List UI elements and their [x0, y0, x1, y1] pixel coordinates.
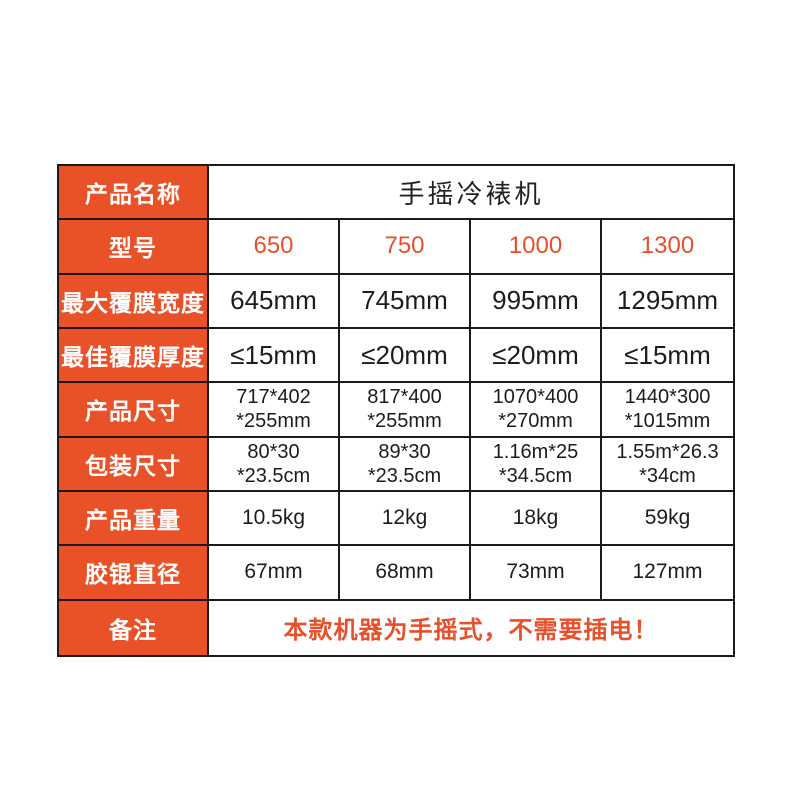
cell-product-size-1: 717*402 *255mm [209, 383, 340, 438]
cell-max-width-2: 745mm [340, 274, 471, 329]
cell-model-3: 1000 [471, 220, 602, 275]
product-size-4-line2: *1015mm [624, 410, 711, 433]
cell-max-width-3: 995mm [471, 274, 602, 329]
cell-model-2: 750 [340, 220, 471, 275]
cell-product-size-3: 1070*400 *270mm [471, 383, 602, 438]
package-size-1-line1: 80*30 [247, 440, 300, 463]
cell-roller-diameter-1: 67mm [209, 546, 340, 601]
cell-roller-diameter-2: 68mm [340, 546, 471, 601]
cell-package-size-4: 1.55m*26.3 *34cm [602, 438, 733, 492]
product-size-1-line2: *255mm [236, 410, 311, 433]
cell-weight-1: 10.5kg [209, 491, 340, 547]
cell-best-thickness-1: ≤15mm [209, 328, 340, 384]
package-size-3-line1: 1.16m*25 [492, 440, 579, 463]
product-size-4-line1: 1440*300 [624, 386, 711, 409]
package-size-2-line1: 89*30 [378, 440, 431, 463]
product-size-1-line1: 717*402 [236, 386, 311, 409]
product-spec-table: 产品名称 手摇冷裱机 型号 650 750 1000 1300 最大覆膜宽度 6… [57, 164, 735, 657]
product-size-3-line1: 1070*400 [492, 386, 579, 409]
cell-best-thickness-4: ≤15mm [602, 329, 733, 384]
cell-remark: 本款机器为手摇式，不需要插电！ [283, 617, 659, 645]
product-size-2-line2: *255mm [367, 410, 442, 433]
cell-product-size-4: 1440*300 *1015mm [602, 383, 733, 438]
cell-best-thickness-2: ≤20mm [340, 328, 471, 384]
package-size-2-line2: *23.5cm [367, 464, 442, 487]
row-label-model: 型号 [59, 220, 209, 275]
cell-weight-4: 59kg [602, 492, 733, 547]
row-label-remark: 备注 [59, 600, 209, 655]
cell-max-width-4: 1295mm [602, 275, 733, 329]
cell-product-size-2: 817*400 *255mm [340, 383, 471, 438]
product-size-3-line2: *270mm [498, 410, 573, 433]
cell-model-4: 1300 [602, 220, 733, 275]
cell-weight-2: 12kg [340, 491, 471, 547]
row-label-best-thickness: 最佳覆膜厚度 [59, 328, 209, 384]
row-label-roller-diameter: 胶锟直径 [59, 546, 209, 601]
package-size-3-line2: *34.5cm [498, 464, 573, 487]
cell-package-size-2: 89*30 *23.5cm [340, 437, 471, 492]
row-label-package-size: 包装尺寸 [59, 437, 209, 492]
cell-weight-3: 18kg [471, 491, 602, 547]
row-label-product-size: 产品尺寸 [59, 383, 209, 438]
cell-product-name: 手摇冷裱机 [209, 166, 733, 221]
cell-model-1: 650 [209, 220, 340, 275]
package-size-4-line1: 1.55m*26.3 [616, 440, 719, 463]
row-label-max-width: 最大覆膜宽度 [59, 274, 209, 329]
row-label-weight: 产品重量 [59, 491, 209, 547]
cell-package-size-3: 1.16m*25 *34.5cm [471, 437, 602, 492]
cell-roller-diameter-3: 73mm [471, 546, 602, 601]
cell-roller-diameter-4: 127mm [602, 546, 733, 601]
cell-best-thickness-3: ≤20mm [471, 328, 602, 384]
cell-package-size-1: 80*30 *23.5cm [209, 437, 340, 492]
cell-max-width-1: 645mm [209, 274, 340, 329]
package-size-1-line2: *23.5cm [236, 464, 311, 487]
row-label-product-name: 产品名称 [59, 166, 209, 221]
product-size-2-line1: 817*400 [367, 386, 442, 409]
package-size-4-line2: *34cm [639, 464, 696, 487]
